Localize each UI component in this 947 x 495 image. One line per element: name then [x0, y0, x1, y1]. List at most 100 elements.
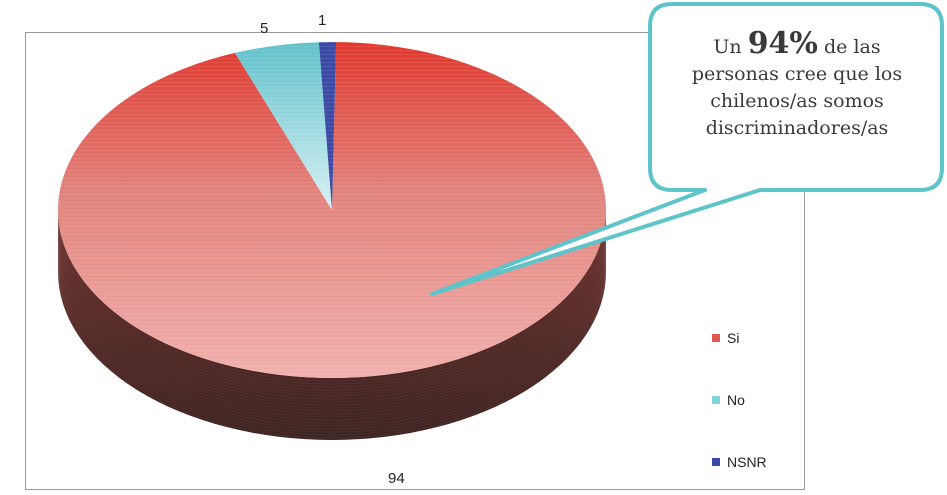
pie-band-line — [58, 166, 606, 167]
pie-band-line — [58, 278, 606, 279]
pie-band-line — [58, 250, 606, 251]
pie-band-line — [58, 234, 606, 235]
pie-band-line — [58, 74, 606, 75]
pie-side-si — [58, 210, 606, 440]
pie-band-line — [58, 238, 606, 239]
pie-band-line — [58, 62, 606, 63]
pie-band-line — [58, 66, 606, 67]
pie-band-line — [58, 202, 606, 203]
pie-band-line — [58, 206, 606, 207]
pie-band-line — [58, 334, 606, 335]
pie-side-stripe — [57, 233, 607, 403]
pie-band-line — [58, 110, 606, 111]
pie-band-line — [58, 338, 606, 339]
pie-band-line — [58, 242, 606, 243]
pie-band-line — [58, 138, 606, 139]
pie-band-line — [58, 174, 606, 175]
pie-band-line — [58, 262, 606, 263]
pie-band-line — [58, 370, 606, 371]
pie-band-line — [58, 50, 606, 51]
legend-label-si: Si — [727, 330, 740, 346]
pie-side-stripe — [57, 242, 607, 412]
pie-band-line — [58, 302, 606, 303]
pie-band-line — [58, 82, 606, 83]
pie-side-stripe — [57, 266, 607, 436]
pie-side-stripe — [57, 215, 607, 385]
pie-band-line — [58, 214, 606, 215]
pie-band-line — [58, 298, 606, 299]
pie-band-line — [58, 154, 606, 155]
data-label-nsnr: 1 — [318, 12, 327, 29]
pie-band-line — [58, 90, 606, 91]
pie-band-line — [58, 210, 606, 211]
pie-band-line — [58, 130, 606, 131]
pie-band-line — [58, 162, 606, 163]
callout-text: Un 94% de las personas cree que los chil… — [668, 29, 926, 142]
data-label-no: 5 — [260, 20, 269, 37]
pie-band-line — [58, 182, 606, 183]
callout-line4: discriminadores/as — [705, 117, 889, 139]
pie-band-line — [58, 122, 606, 123]
legend-label-nsnr: NSNR — [727, 454, 767, 470]
pie-band-line — [58, 226, 606, 227]
pie-band-line — [58, 142, 606, 143]
pie-side-stripe — [57, 239, 607, 409]
pie-band-line — [58, 186, 606, 187]
pie-band-line — [58, 98, 606, 99]
pie-band-line — [58, 266, 606, 267]
pie-band-line — [58, 86, 606, 87]
pie-side-stripe — [57, 257, 607, 427]
pie-band-line — [58, 222, 606, 223]
pie-band-line — [58, 310, 606, 311]
pie-band-line — [58, 322, 606, 323]
pie-band-line — [58, 354, 606, 355]
pie-band-line — [58, 366, 606, 367]
pie-side-stripe — [57, 260, 607, 430]
pie-band-line — [58, 350, 606, 351]
pie-band-line — [58, 362, 606, 363]
pie-band-line — [58, 346, 606, 347]
legend-label-no: No — [727, 392, 745, 408]
pie-band-line — [58, 318, 606, 319]
pie-side-stripe — [57, 263, 607, 433]
callout-line3: chilenos/as somos — [710, 90, 884, 112]
pie-band-line — [58, 374, 606, 375]
pie-band-line — [58, 150, 606, 151]
pie-band-line — [58, 198, 606, 199]
pie-band-line — [58, 106, 606, 107]
pie-band-line — [58, 254, 606, 255]
pie-band-line — [58, 94, 606, 95]
pie-band-line — [58, 230, 606, 231]
callout-bubble — [430, 2, 944, 296]
pie-band-line — [58, 358, 606, 359]
pie-side-stripe — [57, 224, 607, 394]
pie-top-banding — [58, 42, 606, 375]
pie-side-stripe — [57, 245, 607, 415]
pie-band-line — [58, 190, 606, 191]
pie-band-line — [58, 282, 606, 283]
pie-band-line — [58, 246, 606, 247]
pie-band-line — [58, 314, 606, 315]
pie-side-stripe — [57, 218, 607, 388]
pie-side-stripe — [57, 254, 607, 424]
legend-item-no: No — [712, 392, 745, 408]
pie-band-line — [58, 306, 606, 307]
pie-band-line — [58, 342, 606, 343]
pie-band-line — [58, 126, 606, 127]
pie-band-line — [58, 170, 606, 171]
pie-band-line — [58, 42, 606, 43]
data-label-si: 94 — [388, 470, 405, 487]
pie-band-line — [58, 286, 606, 287]
pie-band-line — [58, 258, 606, 259]
pie-side-stripe — [57, 221, 607, 391]
pie-side-stripe — [57, 230, 607, 400]
pie-band-line — [58, 290, 606, 291]
pie-side-stripe — [57, 212, 607, 382]
pie-band-line — [58, 114, 606, 115]
pie-band-line — [58, 134, 606, 135]
pie-band-line — [58, 330, 606, 331]
pie-band-line — [58, 78, 606, 79]
pie-slice-nsnr — [318, 42, 337, 210]
pie-slice-no — [234, 42, 332, 211]
pie-band-line — [58, 294, 606, 295]
